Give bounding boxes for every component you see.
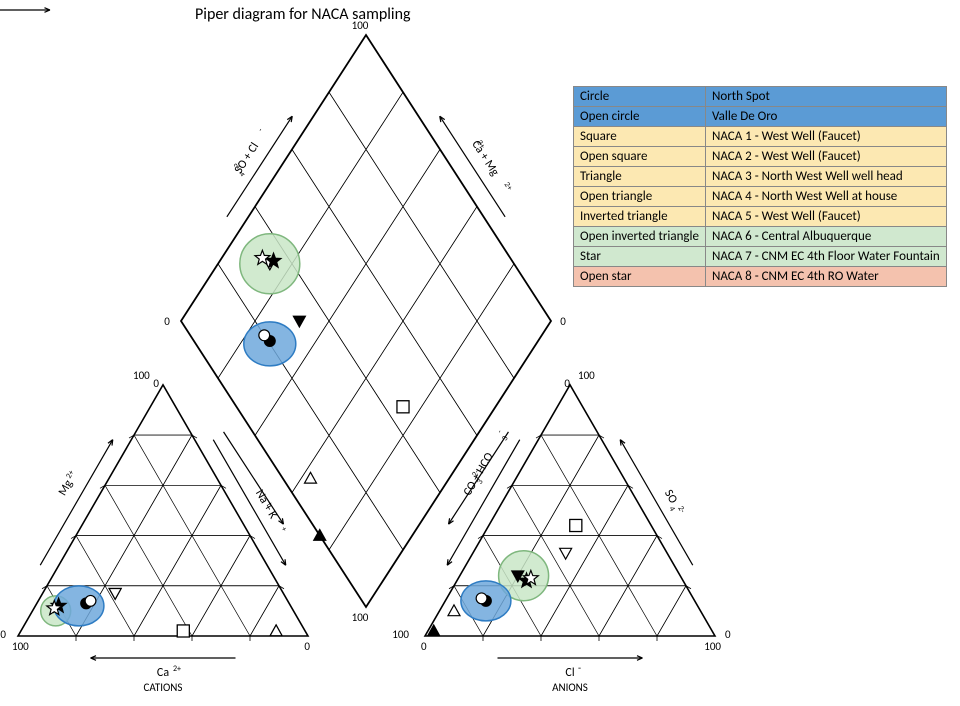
legend-row: Open squareNACA 2 - West Well (Faucet) xyxy=(574,147,947,167)
svg-text:0: 0 xyxy=(0,628,6,641)
legend-label: Valle De Oro xyxy=(705,107,946,127)
svg-text:Mg: Mg xyxy=(56,477,76,498)
svg-text:-: - xyxy=(578,661,581,674)
legend-shape: Square xyxy=(574,127,706,147)
legend-label: NACA 6 - Central Albuquerque xyxy=(705,227,946,247)
legend-shape: Open inverted triangle xyxy=(574,227,706,247)
svg-text:2+: 2+ xyxy=(173,664,181,674)
svg-text:0: 0 xyxy=(560,315,566,328)
svg-text:100: 100 xyxy=(578,369,595,382)
legend-row: CircleNorth Spot xyxy=(574,87,947,107)
legend-row: SquareNACA 1 - West Well (Faucet) xyxy=(574,127,947,147)
legend-table: CircleNorth SpotOpen circleValle De OroS… xyxy=(573,86,947,287)
svg-text:SO + Cl: SO + Cl xyxy=(232,140,262,176)
legend-shape: Inverted triangle xyxy=(574,207,706,227)
svg-text:+: + xyxy=(278,525,289,533)
svg-text:-: - xyxy=(256,126,266,134)
legend-row: Inverted triangleNACA 5 - West Well (Fau… xyxy=(574,207,947,227)
svg-text:0: 0 xyxy=(164,315,170,328)
svg-text:2-: 2- xyxy=(675,504,687,515)
legend-shape: Circle xyxy=(574,87,706,107)
legend-row: Open starNACA 8 - CNM EC 4th RO Water xyxy=(574,267,947,287)
legend-shape: Open star xyxy=(574,267,706,287)
legend-label: NACA 2 - West Well (Faucet) xyxy=(705,147,946,167)
legend-label: NACA 5 - West Well (Faucet) xyxy=(705,207,946,227)
svg-text:ANIONS: ANIONS xyxy=(552,681,588,694)
legend-shape: Open circle xyxy=(574,107,706,127)
svg-text:CATIONS: CATIONS xyxy=(144,681,183,694)
svg-text:0: 0 xyxy=(725,628,731,641)
legend-label: North Spot xyxy=(705,87,946,107)
svg-text:100: 100 xyxy=(392,628,409,641)
svg-text:100: 100 xyxy=(704,640,721,653)
legend-row: Open circleValle De Oro xyxy=(574,107,947,127)
legend-label: NACA 3 - North West Well well head xyxy=(705,167,946,187)
legend-row: TriangleNACA 3 - North West Well well he… xyxy=(574,167,947,187)
legend-label: NACA 7 - CNM EC 4th Floor Water Fountain xyxy=(705,247,946,267)
chart-title: Piper diagram for NACA sampling xyxy=(195,5,411,24)
svg-text:2+: 2+ xyxy=(502,180,515,192)
legend-shape: Star xyxy=(574,247,706,267)
svg-text:SO: SO xyxy=(661,487,680,506)
svg-text:-: - xyxy=(495,428,505,436)
legend-label: NACA 4 - North West Well at house xyxy=(705,187,946,207)
legend-label: NACA 1 - West Well (Faucet) xyxy=(705,127,946,147)
legend-shape: Triangle xyxy=(574,167,706,187)
svg-text:Cl: Cl xyxy=(565,666,574,680)
svg-text:Ca: Ca xyxy=(157,666,169,680)
legend-row: StarNACA 7 - CNM EC 4th Floor Water Foun… xyxy=(574,247,947,267)
svg-text:100: 100 xyxy=(133,369,150,382)
svg-text:100: 100 xyxy=(12,640,29,653)
svg-text:0: 0 xyxy=(153,377,159,390)
svg-text:2+: 2+ xyxy=(64,468,77,480)
legend-row: Open inverted triangleNACA 6 - Central A… xyxy=(574,227,947,247)
legend-row: Open triangleNACA 4 - North West Well at… xyxy=(574,187,947,207)
legend-label: NACA 8 - CNM EC 4th RO Water xyxy=(705,267,946,287)
svg-text:0: 0 xyxy=(421,640,427,653)
svg-text:0: 0 xyxy=(564,377,570,390)
svg-text:100: 100 xyxy=(352,611,369,624)
legend-shape: Open square xyxy=(574,147,706,167)
legend-shape: Open triangle xyxy=(574,187,706,207)
svg-text:0: 0 xyxy=(304,640,310,653)
